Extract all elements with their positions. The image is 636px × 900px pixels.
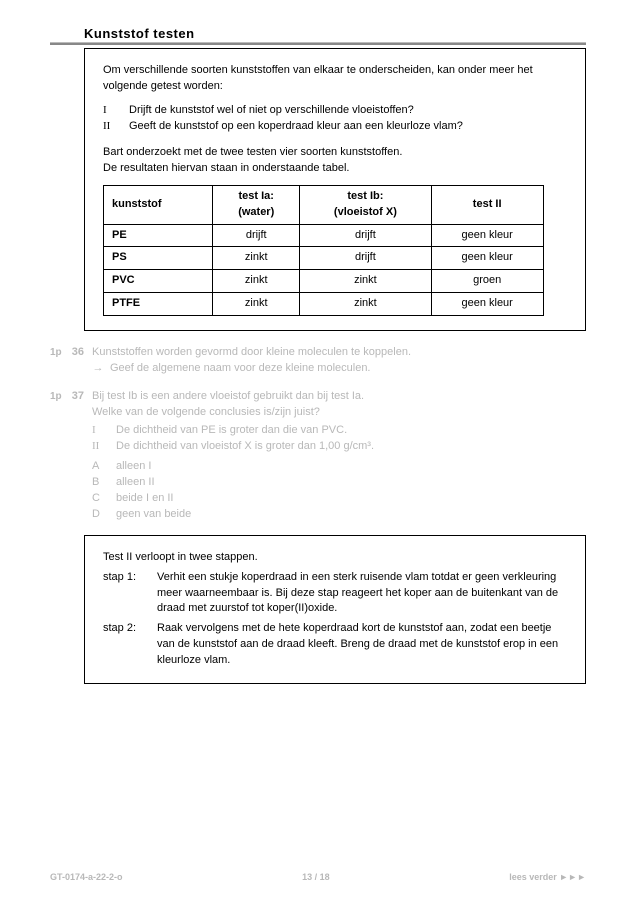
info-box-1: Om verschillende soorten kunststoffen va… — [84, 48, 586, 331]
option-text: alleen I — [116, 459, 151, 475]
step-row: stap 2:Raak vervolgens met de hete koper… — [103, 621, 567, 669]
table-cell: PVC — [104, 270, 213, 293]
table-row: PEdrijftdrijftgeen kleur — [104, 224, 544, 247]
table-row: PSzinktdrijftgeen kleur — [104, 247, 544, 270]
box2-intro: Test II verloopt in twee stappen. — [103, 550, 567, 566]
step-label: stap 1: — [103, 570, 149, 618]
table-cell: PS — [104, 247, 213, 270]
step-row: stap 1:Verhit een stukje koperdraad in e… — [103, 570, 567, 618]
table-row: PVCzinktzinktgroen — [104, 270, 544, 293]
page-footer: GT-0174-a-22-2-o 13 / 18 lees verder ►►► — [50, 872, 586, 882]
table-header: test Ia:(water) — [213, 185, 300, 224]
option-text: geen van beide — [116, 507, 191, 523]
step-text: Raak vervolgens met de hete koperdraad k… — [157, 621, 567, 669]
roman-list: I Drijft de kunststof wel of niet op vers… — [103, 103, 567, 135]
info-box-2: Test II verloopt in twee stappen. stap 1… — [84, 535, 586, 685]
table-cell: zinkt — [300, 270, 431, 293]
results-table: kunststoftest Ia:(water)test Ib:(vloeist… — [103, 185, 544, 317]
table-cell: groen — [431, 270, 543, 293]
q36-line1: Kunststoffen worden gevormd door kleine … — [92, 345, 586, 361]
question-36: 1p 36 Kunststoffen worden gevormd door k… — [50, 345, 586, 377]
option-label: B — [92, 475, 106, 491]
q37-options: Aalleen IBalleen IICbeide I en IIDgeen v… — [92, 459, 586, 523]
roman-item: I Drijft de kunststof wel of niet op vers… — [103, 103, 567, 119]
footer-left: GT-0174-a-22-2-o — [50, 872, 123, 882]
q37-points: 1p — [50, 389, 58, 523]
roman-num: II — [103, 119, 115, 135]
option-row: Dgeen van beide — [92, 507, 586, 523]
q37-line1: Bij test Ib is een andere vloeistof gebr… — [92, 389, 586, 405]
footer-center: 13 / 18 — [302, 872, 330, 882]
roman-text: Geeft de kunststof op een koperdraad kle… — [129, 119, 463, 135]
statement-text: De dichtheid van vloeistof X is groter d… — [116, 439, 374, 455]
steps-list: stap 1:Verhit een stukje koperdraad in e… — [103, 570, 567, 670]
option-row: Balleen II — [92, 475, 586, 491]
step-label: stap 2: — [103, 621, 149, 669]
q36-points: 1p — [50, 345, 58, 377]
statement-row: II De dichtheid van vloeistof X is groter… — [92, 439, 586, 455]
step-text: Verhit een stukje koperdraad in een ster… — [157, 570, 567, 618]
option-text: beide I en II — [116, 491, 174, 507]
table-cell: zinkt — [213, 293, 300, 316]
roman-num: I — [103, 103, 115, 119]
table-cell: zinkt — [213, 270, 300, 293]
statement-label: I — [92, 423, 106, 439]
section-title: Kunststof testen — [84, 26, 586, 41]
option-label: C — [92, 491, 106, 507]
divider — [50, 43, 586, 45]
option-label: D — [92, 507, 106, 523]
option-text: alleen II — [116, 475, 155, 491]
box1-para2b: De resultaten hiervan staan in onderstaa… — [103, 161, 567, 177]
arrow-icon: → — [92, 361, 104, 377]
table-cell: geen kleur — [431, 293, 543, 316]
box1-intro: Om verschillende soorten kunststoffen va… — [103, 63, 567, 95]
table-cell: PE — [104, 224, 213, 247]
table-header: kunststof — [104, 185, 213, 224]
q37-statements: I De dichtheid van PE is groter dan die v… — [92, 423, 586, 455]
table-cell: geen kleur — [431, 224, 543, 247]
table-cell: PTFE — [104, 293, 213, 316]
footer-right: lees verder ►►► — [509, 872, 586, 882]
option-row: Cbeide I en II — [92, 491, 586, 507]
statement-row: I De dichtheid van PE is groter dan die v… — [92, 423, 586, 439]
statement-text: De dichtheid van PE is groter dan die va… — [116, 423, 347, 439]
table-cell: drijft — [213, 224, 300, 247]
table-cell: drijft — [300, 224, 431, 247]
table-cell: zinkt — [300, 293, 431, 316]
option-row: Aalleen I — [92, 459, 586, 475]
roman-text: Drijft de kunststof wel of niet op versc… — [129, 103, 414, 119]
box1-para2a: Bart onderzoekt met de twee testen vier … — [103, 145, 567, 161]
q36-line2: Geef de algemene naam voor deze kleine m… — [110, 361, 371, 377]
table-row: PTFEzinktzinktgeen kleur — [104, 293, 544, 316]
roman-item: II Geeft de kunststof op een koperdraad k… — [103, 119, 567, 135]
table-header: test II — [431, 185, 543, 224]
table-header: test Ib:(vloeistof X) — [300, 185, 431, 224]
table-cell: drijft — [300, 247, 431, 270]
statement-label: II — [92, 439, 106, 455]
option-label: A — [92, 459, 106, 475]
q37-line2: Welke van de volgende conclusies is/zijn… — [92, 405, 586, 421]
q37-num: 37 — [58, 389, 92, 523]
q36-num: 36 — [58, 345, 92, 377]
table-cell: zinkt — [213, 247, 300, 270]
question-37: 1p 37 Bij test Ib is een andere vloeisto… — [50, 389, 586, 523]
table-cell: geen kleur — [431, 247, 543, 270]
